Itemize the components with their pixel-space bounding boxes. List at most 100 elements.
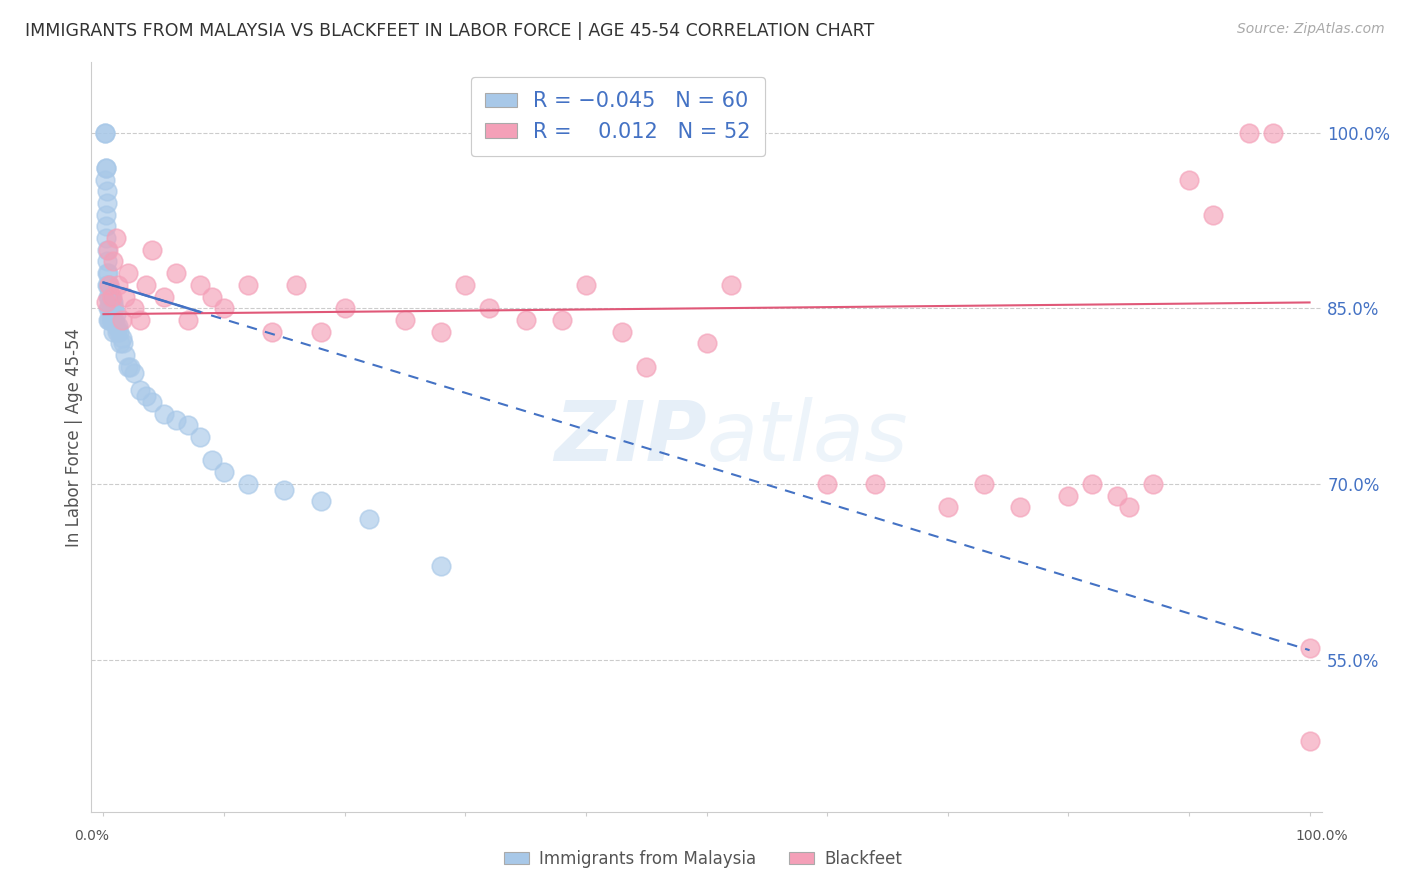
Point — [107, 277, 129, 292]
Point — [97, 243, 120, 257]
Point — [152, 289, 174, 303]
Text: IMMIGRANTS FROM MALAYSIA VS BLACKFEET IN LABOR FORCE | AGE 45-54 CORRELATION CHA: IMMIGRANTS FROM MALAYSIA VS BLACKFEET IN… — [25, 22, 875, 40]
Point — [96, 277, 118, 292]
Point — [165, 412, 187, 426]
Point — [122, 366, 145, 380]
Point — [100, 313, 122, 327]
Text: 100.0%: 100.0% — [1295, 830, 1348, 843]
Point — [96, 254, 118, 268]
Text: atlas: atlas — [706, 397, 908, 477]
Point — [114, 348, 136, 362]
Point — [212, 465, 235, 479]
Legend: Immigrants from Malaysia, Blackfeet: Immigrants from Malaysia, Blackfeet — [498, 844, 908, 875]
Point — [394, 313, 416, 327]
Point — [114, 289, 136, 303]
Point — [1298, 734, 1320, 748]
Point — [454, 277, 477, 292]
Point — [104, 307, 127, 321]
Point — [97, 277, 120, 292]
Point — [103, 301, 125, 316]
Point — [97, 266, 120, 280]
Point — [93, 126, 115, 140]
Point — [1142, 476, 1164, 491]
Point — [100, 289, 122, 303]
Y-axis label: In Labor Force | Age 45-54: In Labor Force | Age 45-54 — [65, 327, 83, 547]
Point — [695, 336, 717, 351]
Point — [141, 395, 163, 409]
Point — [101, 254, 124, 268]
Point — [936, 500, 959, 515]
Point — [96, 184, 118, 198]
Point — [1263, 126, 1285, 140]
Point — [101, 313, 124, 327]
Point — [117, 266, 139, 280]
Text: 0.0%: 0.0% — [75, 830, 108, 843]
Point — [720, 277, 742, 292]
Point — [110, 336, 132, 351]
Point — [141, 243, 163, 257]
Point — [97, 289, 120, 303]
Point — [238, 476, 260, 491]
Point — [575, 277, 598, 292]
Point — [93, 172, 115, 186]
Point — [104, 231, 127, 245]
Point — [135, 277, 157, 292]
Point — [273, 483, 295, 497]
Point — [135, 389, 157, 403]
Point — [97, 301, 120, 316]
Point — [430, 325, 453, 339]
Legend: R = −0.045   N = 60, R =    0.012   N = 52: R = −0.045 N = 60, R = 0.012 N = 52 — [471, 77, 765, 156]
Point — [107, 318, 129, 333]
Point — [100, 301, 122, 316]
Point — [94, 208, 117, 222]
Point — [98, 277, 121, 292]
Point — [98, 301, 121, 316]
Point — [1239, 126, 1261, 140]
Point — [333, 301, 356, 316]
Point — [111, 336, 134, 351]
Point — [101, 295, 124, 310]
Text: Source: ZipAtlas.com: Source: ZipAtlas.com — [1237, 22, 1385, 37]
Point — [96, 243, 118, 257]
Point — [108, 325, 131, 339]
Point — [128, 384, 150, 398]
Point — [515, 313, 537, 327]
Point — [973, 476, 995, 491]
Point — [551, 313, 574, 327]
Point — [285, 277, 308, 292]
Point — [97, 313, 120, 327]
Point — [1105, 489, 1128, 503]
Point — [865, 476, 887, 491]
Point — [309, 325, 332, 339]
Point — [1202, 208, 1225, 222]
Point — [122, 301, 145, 316]
Point — [104, 318, 127, 333]
Point — [201, 289, 224, 303]
Point — [1057, 489, 1080, 503]
Point — [94, 161, 117, 175]
Point — [201, 453, 224, 467]
Point — [1298, 640, 1320, 655]
Point — [101, 301, 124, 316]
Point — [152, 407, 174, 421]
Point — [110, 313, 132, 327]
Point — [117, 359, 139, 374]
Point — [128, 313, 150, 327]
Point — [98, 313, 121, 327]
Point — [98, 289, 121, 303]
Point — [238, 277, 260, 292]
Point — [478, 301, 501, 316]
Point — [188, 277, 211, 292]
Point — [177, 418, 200, 433]
Point — [101, 301, 124, 316]
Point — [1178, 172, 1201, 186]
Point — [165, 266, 187, 280]
Point — [430, 558, 453, 573]
Point — [101, 295, 124, 310]
Point — [177, 313, 200, 327]
Point — [262, 325, 284, 339]
Point — [110, 330, 132, 344]
Point — [309, 494, 332, 508]
Point — [105, 325, 128, 339]
Point — [93, 126, 115, 140]
